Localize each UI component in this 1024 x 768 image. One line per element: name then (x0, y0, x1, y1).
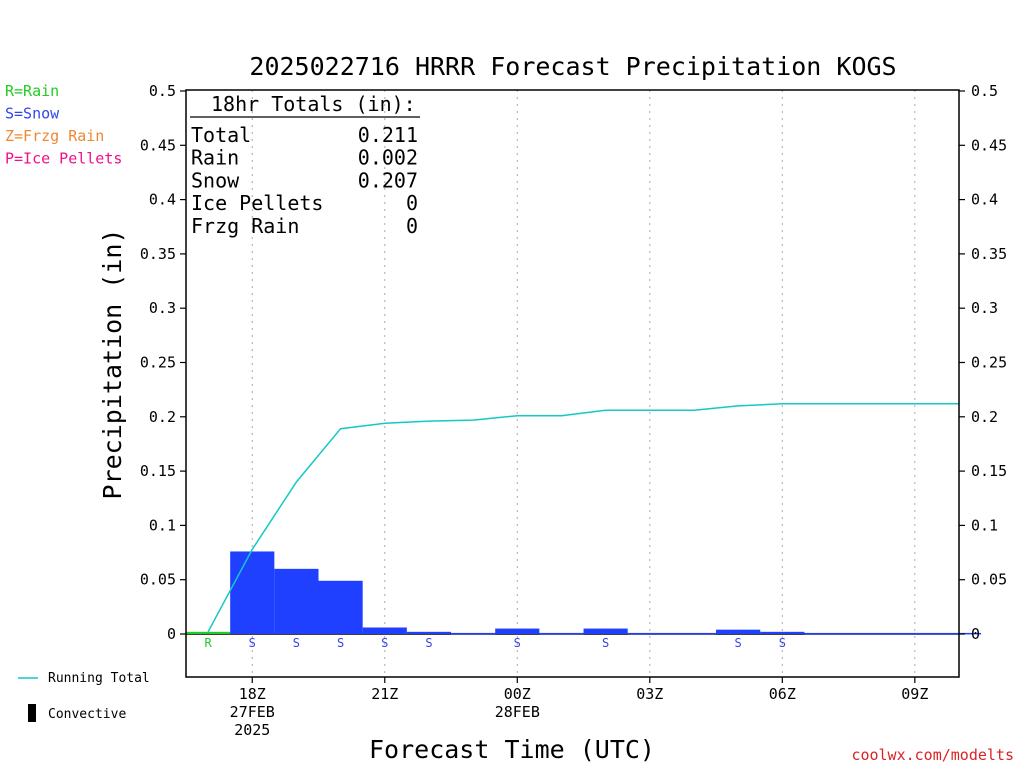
ptype-label: S (337, 636, 344, 650)
precip-bar (627, 632, 672, 635)
y-tick-label: 0.05 (140, 571, 176, 589)
y-tick-label-right: 0.2 (971, 408, 998, 426)
x-tick-label: 2025 (234, 721, 270, 739)
y-tick-label: 0.25 (140, 354, 176, 372)
y-axis-left: 0.5 0.45 0.4 0.35 0.3 0.25 0.2 0.15 0.1 0.05 0 (140, 82, 186, 643)
ptype-label: S (249, 636, 256, 650)
y-tick-label: 0.35 (140, 245, 176, 263)
ptype-legend-item: R=Rain (5, 82, 59, 100)
precip-bar (274, 568, 319, 634)
totals-box: 18hr Totals (in): Total 0.211 Rain 0.002 Sno… (190, 92, 420, 238)
convective-legend-label: Convective (48, 707, 126, 722)
totals-row-value: 0 (406, 191, 418, 215)
ptype-legend-item: S=Snow (5, 105, 60, 123)
precip-bar (804, 632, 849, 635)
y-tick-label: 0.3 (149, 299, 176, 317)
y-tick-label-right: 0 (971, 625, 980, 643)
y-tick-label-right: 0.15 (971, 462, 1007, 480)
y-tick-label: 0.15 (140, 462, 176, 480)
y-tick-label-right: 0.1 (971, 516, 998, 534)
y-tick-label: 0.2 (149, 408, 176, 426)
totals-row-label: Frzg Rain (191, 214, 299, 238)
totals-row-label: Total (191, 123, 251, 147)
plot-frame (185, 89, 960, 678)
x-tick-label: 21Z (371, 685, 398, 703)
x-axis-label: Forecast Time (UTC) (369, 735, 655, 764)
y-tick-label: 0.4 (149, 191, 176, 209)
precip-bar (716, 629, 761, 634)
ptype-label: R (204, 636, 212, 650)
chart-title: 2025022716 HRRR Forecast Precipitation K… (249, 52, 896, 81)
ptype-label: S (779, 636, 786, 650)
precip-bar (671, 632, 717, 635)
bottom-legend: Running Total Convective (18, 671, 150, 722)
x-tick-label: 18Z (239, 685, 266, 703)
precip-bar (539, 632, 584, 635)
ptype-label: S (602, 636, 609, 650)
y-tick-label: 0.1 (149, 516, 176, 534)
precip-bar (318, 580, 363, 634)
ptype-label: S (293, 636, 300, 650)
y-tick-label-right: 0.45 (971, 136, 1007, 154)
ptype-label: S (735, 636, 742, 650)
precip-bar (406, 631, 452, 634)
x-tick-label: 03Z (636, 685, 663, 703)
precip-bar (186, 631, 231, 634)
totals-row-value: 0.211 (358, 123, 418, 147)
y-tick-label-right: 0.5 (971, 82, 998, 100)
y-tick-label: 0.45 (140, 136, 176, 154)
y-axis-label: Precipitation (in) (98, 229, 127, 500)
precip-bar (362, 627, 407, 634)
y-tick-label-right: 0.25 (971, 354, 1007, 372)
y-tick-label-right: 0.4 (971, 191, 998, 209)
totals-row-label: Ice Pellets (191, 191, 323, 215)
credit-text: coolwx.com/modelts (851, 746, 1014, 764)
y-axis-right: 0.5 0.45 0.4 0.35 0.3 0.25 0.2 0.15 0.1 0.05 0 (959, 82, 1007, 643)
ptype-label: S (514, 636, 521, 650)
x-tick-label: 28FEB (495, 703, 540, 721)
totals-row-value: 0 (406, 214, 418, 238)
x-tick-label: 27FEB (230, 703, 275, 721)
precip-bar (848, 632, 893, 635)
precip-bar (760, 631, 805, 634)
totals-row-value: 0.207 (358, 168, 418, 192)
y-tick-label-right: 0.3 (971, 299, 998, 317)
ptype-legend-item: P=Ice Pellets (5, 150, 122, 168)
precip-bar (892, 632, 937, 635)
ptype-label: S (381, 636, 388, 650)
y-tick-label: 0 (167, 625, 176, 643)
ptype-legend-item: Z=Frzg Rain (5, 127, 104, 145)
y-tick-label-right: 0.05 (971, 571, 1007, 589)
totals-row-value: 0.002 (358, 146, 418, 170)
bars-group (186, 551, 982, 635)
running-total-line (207, 403, 959, 633)
convective-legend-swatch (28, 704, 36, 722)
x-tick-label: 09Z (901, 685, 928, 703)
y-tick-label-right: 0.35 (971, 245, 1007, 263)
precip-bar (583, 628, 628, 634)
x-tick-label: 06Z (769, 685, 796, 703)
ptype-label: S (425, 636, 432, 650)
y-tick-label: 0.5 (149, 82, 176, 100)
running-total-legend-label: Running Total (48, 671, 150, 686)
totals-header: 18hr Totals (in): (211, 92, 416, 116)
x-tick-label: 00Z (504, 685, 531, 703)
totals-row-label: Rain (191, 146, 239, 170)
precip-bar (451, 632, 496, 635)
precip-bar (495, 628, 540, 634)
ptype-legend: R=Rain S=Snow Z=Frzg Rain P=Ice Pellets (5, 82, 122, 168)
totals-row-label: Snow (191, 168, 240, 192)
precip-bar (230, 551, 275, 634)
